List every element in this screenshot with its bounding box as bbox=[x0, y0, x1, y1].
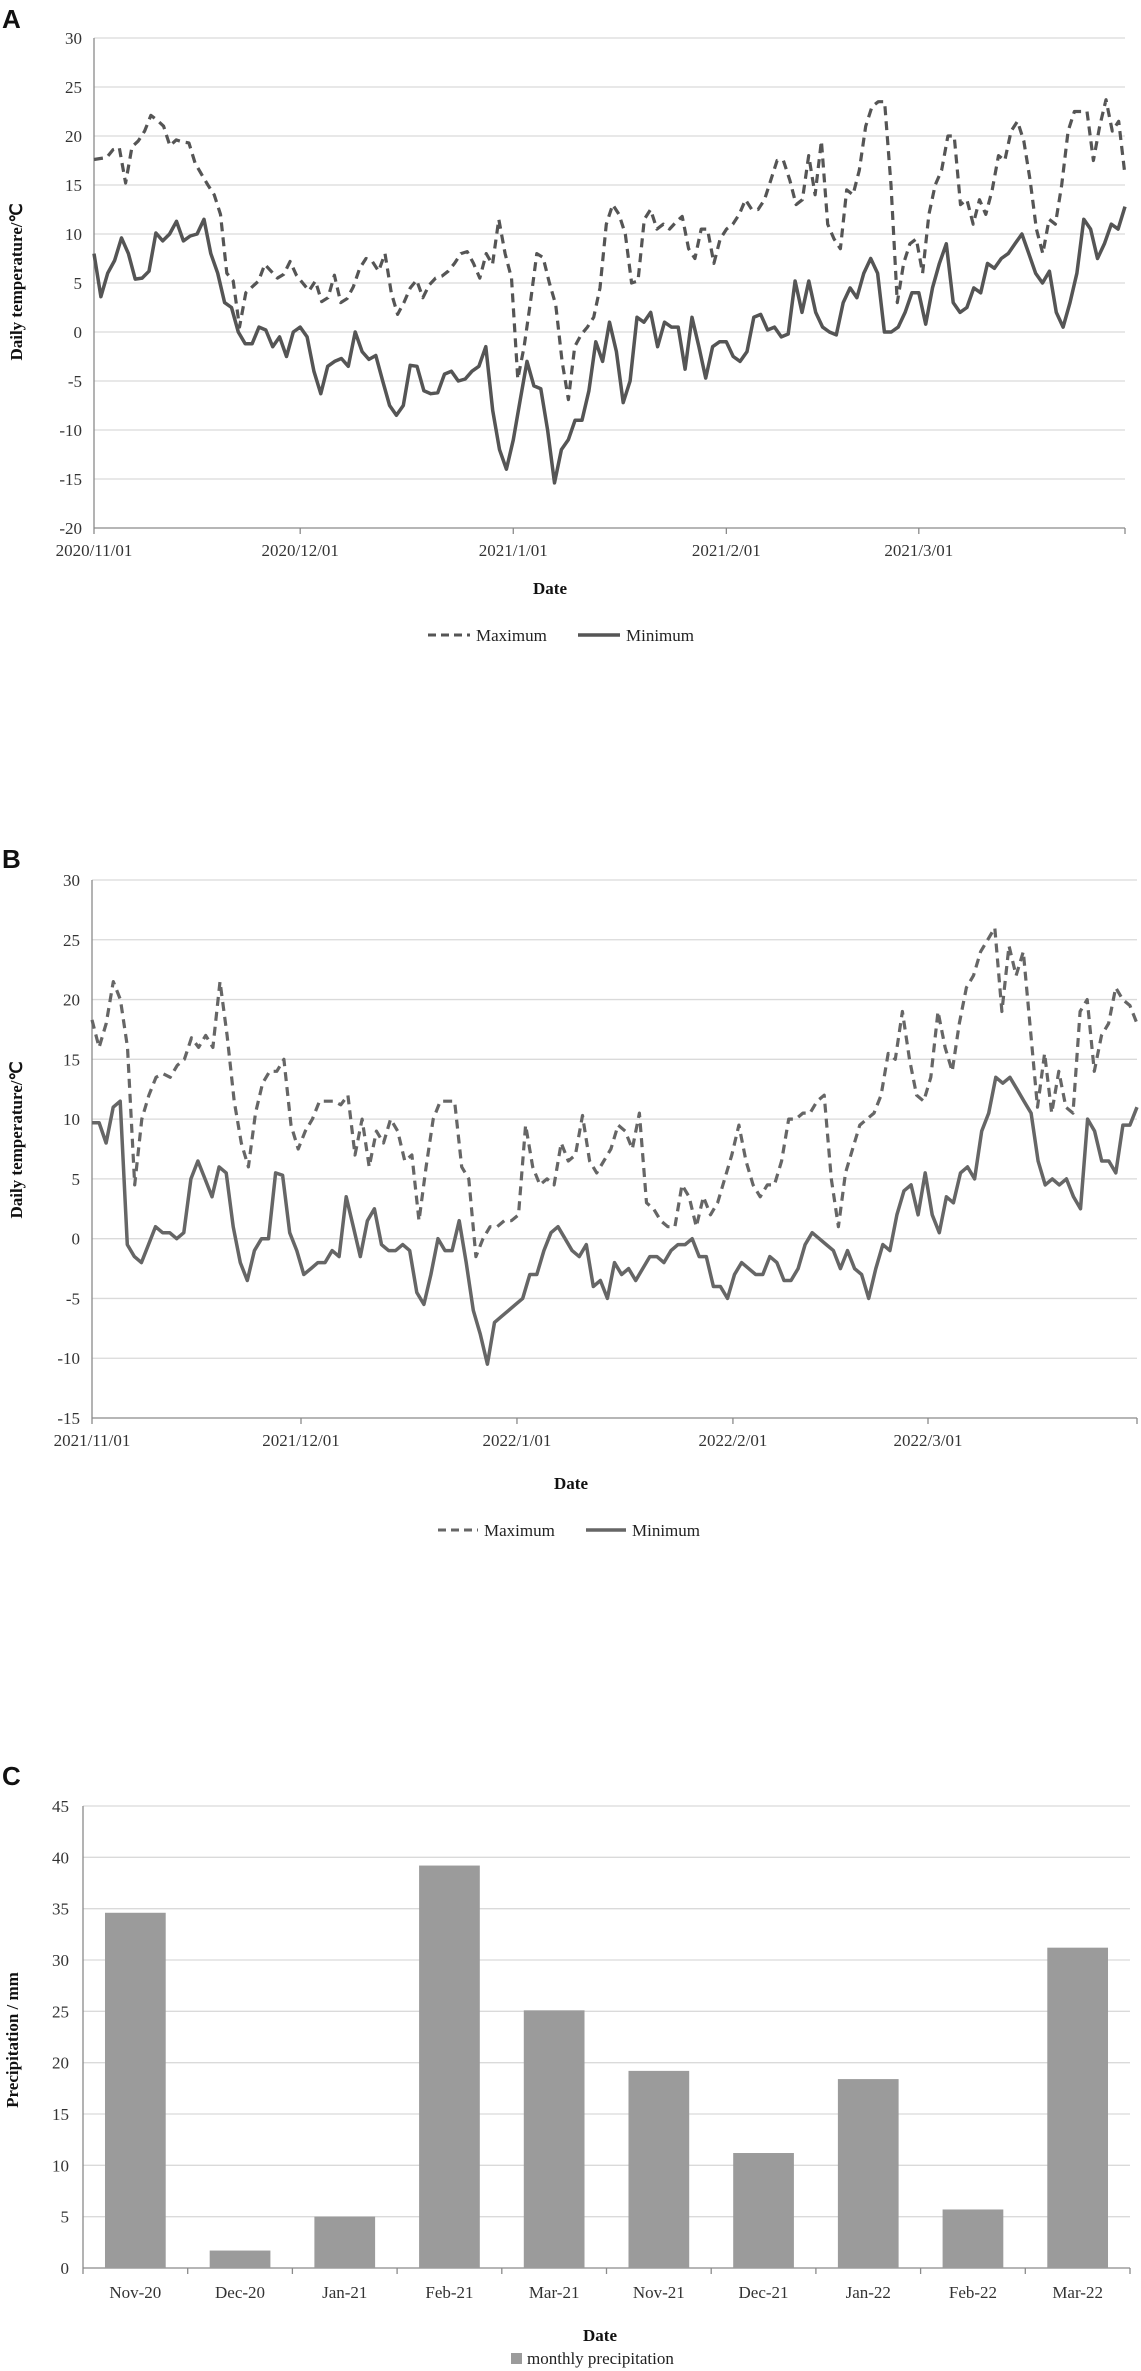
b-x-tick-label: 2022/3/01 bbox=[894, 1431, 963, 1450]
c-y-tick-label: 25 bbox=[52, 2002, 69, 2021]
a-x-tick-label: 2020/12/01 bbox=[261, 541, 338, 560]
c-legend-label: monthly precipitation bbox=[527, 2349, 674, 2368]
c-x-tick-label: Nov-20 bbox=[109, 2283, 161, 2302]
b-x-tick-label: 2022/2/01 bbox=[698, 1431, 767, 1450]
c-bar-jan-21 bbox=[314, 2216, 376, 2268]
a-y-tick-label: 30 bbox=[65, 29, 82, 48]
b-y-tick-label: -5 bbox=[66, 1289, 80, 1308]
b-y-tick-label: 5 bbox=[72, 1170, 81, 1189]
c-bar-feb-21 bbox=[419, 1865, 480, 2268]
c-y-tick-label: 20 bbox=[52, 2054, 69, 2073]
c-x-tick-label: Feb-22 bbox=[949, 2283, 997, 2302]
c-x-axis-title: Date bbox=[583, 2326, 617, 2345]
c-x-tick-label: Jan-22 bbox=[846, 2283, 891, 2302]
b-series-maximum-line bbox=[90, 926, 1139, 1259]
b-legend: Maximum Minimum bbox=[438, 1521, 700, 1540]
c-bar-nov-20 bbox=[104, 1912, 166, 2268]
c-gridlines bbox=[82, 1805, 1131, 2274]
c-x-tick-label: Dec-21 bbox=[739, 2283, 789, 2302]
a-x-axis-title: Date bbox=[533, 579, 567, 598]
c-x-tick-label: Nov-21 bbox=[633, 2283, 685, 2302]
b-x-axis-title: Date bbox=[554, 1474, 588, 1493]
c-x-tick-label: Feb-21 bbox=[425, 2283, 473, 2302]
c-bar-feb-22 bbox=[942, 2209, 1004, 2268]
b-legend-max-label: Maximum bbox=[484, 1521, 555, 1540]
c-y-axis-title: Precipitation / mm bbox=[3, 1972, 22, 2108]
b-y-tick-label: -15 bbox=[57, 1409, 80, 1428]
a-y-tick-label: -10 bbox=[59, 421, 82, 440]
panel-c: C 45 40 35 30 25 20 15 10 5 0 Nov-20 Dec-20 Jan-21 F… bbox=[2, 1761, 1131, 2368]
b-gridlines bbox=[91, 879, 1138, 1424]
panel-b: B 30 25 20 15 10 5 0 -5 -10 -15 2021/11/01 2021/12… bbox=[2, 844, 1139, 1540]
a-x-tick-label: 2021/1/01 bbox=[479, 541, 548, 560]
panel-letter-c: C bbox=[2, 1761, 21, 1791]
c-y-tick-label: 5 bbox=[61, 2208, 70, 2227]
panel-letter-b: B bbox=[2, 844, 21, 874]
c-y-tick-label: 40 bbox=[52, 1848, 69, 1867]
b-x-tick-label: 2021/11/01 bbox=[54, 1431, 131, 1450]
c-legend-swatch bbox=[511, 2353, 522, 2364]
b-y-tick-label: 20 bbox=[63, 991, 80, 1010]
b-y-tick-label: 10 bbox=[63, 1110, 80, 1129]
b-y-tick-label: 0 bbox=[72, 1230, 81, 1249]
c-legend: monthly precipitation bbox=[511, 2349, 674, 2368]
a-legend-max-label: Maximum bbox=[476, 626, 547, 645]
b-y-tick-label: 30 bbox=[63, 871, 80, 890]
c-bars bbox=[104, 1865, 1109, 2268]
a-y-tick-label: -20 bbox=[59, 519, 82, 538]
a-legend-min-label: Minimum bbox=[626, 626, 694, 645]
a-y-tick-label: 5 bbox=[74, 274, 83, 293]
c-bar-nov-21 bbox=[628, 2070, 690, 2268]
a-x-tick-labels: 2020/11/01 2020/12/01 2021/1/01 2021/2/01 20… bbox=[56, 541, 954, 560]
a-y-tick-label: 10 bbox=[65, 225, 82, 244]
a-y-axis-title: Daily temperature/℃ bbox=[7, 203, 26, 360]
a-y-tick-label: 25 bbox=[65, 78, 82, 97]
c-y-tick-label: 10 bbox=[52, 2156, 69, 2175]
c-y-tick-label: 0 bbox=[61, 2259, 70, 2278]
c-bar-jan-22 bbox=[837, 2079, 899, 2268]
c-y-tick-label: 35 bbox=[52, 1900, 69, 1919]
a-x-tick-label: 2021/3/01 bbox=[884, 541, 953, 560]
a-x-tick-label: 2021/2/01 bbox=[692, 541, 761, 560]
a-y-tick-label: -15 bbox=[59, 470, 82, 489]
c-bar-dec-21 bbox=[733, 2153, 794, 2268]
c-y-tick-label: 15 bbox=[52, 2105, 69, 2124]
a-y-tick-labels: 30 25 20 15 10 5 0 -5 -10 -15 -20 bbox=[59, 29, 82, 538]
a-y-tick-label: 15 bbox=[65, 176, 82, 195]
c-bar-mar-22 bbox=[1047, 1947, 1109, 2268]
c-bar-mar-21 bbox=[523, 2010, 585, 2268]
c-x-tick-label: Dec-20 bbox=[215, 2283, 265, 2302]
c-x-tick-label: Mar-22 bbox=[1052, 2283, 1103, 2302]
c-x-tick-label: Mar-21 bbox=[529, 2283, 580, 2302]
c-y-tick-label: 30 bbox=[52, 1951, 69, 1970]
a-y-tick-label: 20 bbox=[65, 127, 82, 146]
b-series-minimum-line bbox=[92, 1075, 1139, 1366]
a-y-tick-label: 0 bbox=[74, 323, 83, 342]
a-series-maximum-line bbox=[93, 98, 1127, 402]
b-y-tick-label: 15 bbox=[63, 1050, 80, 1069]
a-legend: Maximum Minimum bbox=[428, 626, 694, 645]
b-y-tick-label: -10 bbox=[57, 1349, 80, 1368]
b-x-tick-label: 2021/12/01 bbox=[262, 1431, 339, 1450]
panel-letter-a: A bbox=[2, 4, 21, 34]
b-y-axis-title: Daily temperature/℃ bbox=[7, 1061, 26, 1218]
c-y-tick-labels: 45 40 35 30 25 20 15 10 5 0 bbox=[52, 1797, 69, 2278]
a-y-tick-label: -5 bbox=[68, 372, 82, 391]
c-x-tick-label: Jan-21 bbox=[322, 2283, 367, 2302]
c-bar-dec-20 bbox=[209, 2250, 271, 2268]
b-x-tick-label: 2022/1/01 bbox=[482, 1431, 551, 1450]
a-series-minimum-line bbox=[92, 206, 1127, 485]
b-y-tick-labels: 30 25 20 15 10 5 0 -5 -10 -15 bbox=[57, 871, 80, 1428]
a-x-tick-label: 2020/11/01 bbox=[56, 541, 133, 560]
b-x-tick-labels: 2021/11/01 2021/12/01 2022/1/01 2022/2/01 20… bbox=[54, 1431, 963, 1450]
b-y-tick-label: 25 bbox=[63, 931, 80, 950]
a-gridlines bbox=[93, 37, 1126, 534]
c-x-tick-labels: Nov-20 Dec-20 Jan-21 Feb-21 Mar-21 Nov-21 Dec-… bbox=[109, 2283, 1103, 2302]
b-legend-min-label: Minimum bbox=[632, 1521, 700, 1540]
c-y-tick-label: 45 bbox=[52, 1797, 69, 1816]
